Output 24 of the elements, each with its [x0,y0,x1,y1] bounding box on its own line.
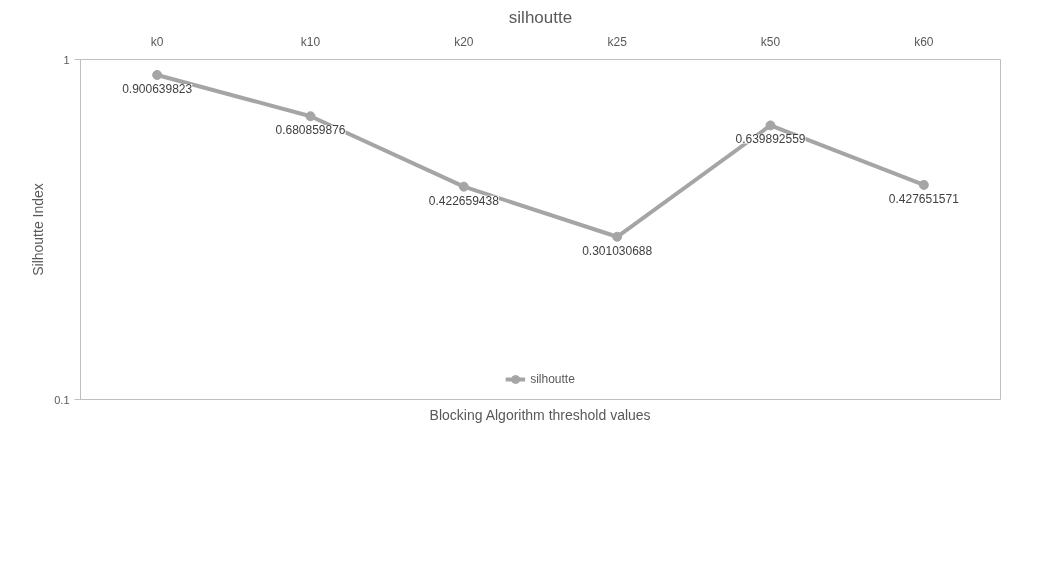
y-tick-label: 1 [63,53,70,66]
x-tick-label: k25 [607,34,628,49]
data-label: 0.422659438 [428,193,500,208]
y-tick-label: 0.1 [54,393,70,406]
point [612,231,623,242]
point [152,69,163,80]
point [458,181,469,192]
point [765,120,776,131]
y-axis-title: Silhoutte Index [30,183,47,276]
legend-label: silhoutte [530,372,575,386]
data-label: 0.639892559 [735,132,806,147]
data-label: 0.900639823 [122,81,193,96]
x-axis-title: Blocking Algorithm threshold values [429,406,651,423]
point [305,111,316,122]
data-label: 0.680859876 [275,123,346,138]
x-tick-label: k50 [760,34,781,49]
x-tick-label: k20 [454,34,474,49]
data-label: 0.427651571 [888,191,960,206]
x-tick-label: k0 [150,34,164,49]
point [918,179,929,190]
chart-title: silhoutte [508,7,573,27]
x-tick-label: k10 [300,34,321,49]
x-tick-label: k60 [914,34,934,49]
data-label: 0.301030688 [582,243,653,258]
